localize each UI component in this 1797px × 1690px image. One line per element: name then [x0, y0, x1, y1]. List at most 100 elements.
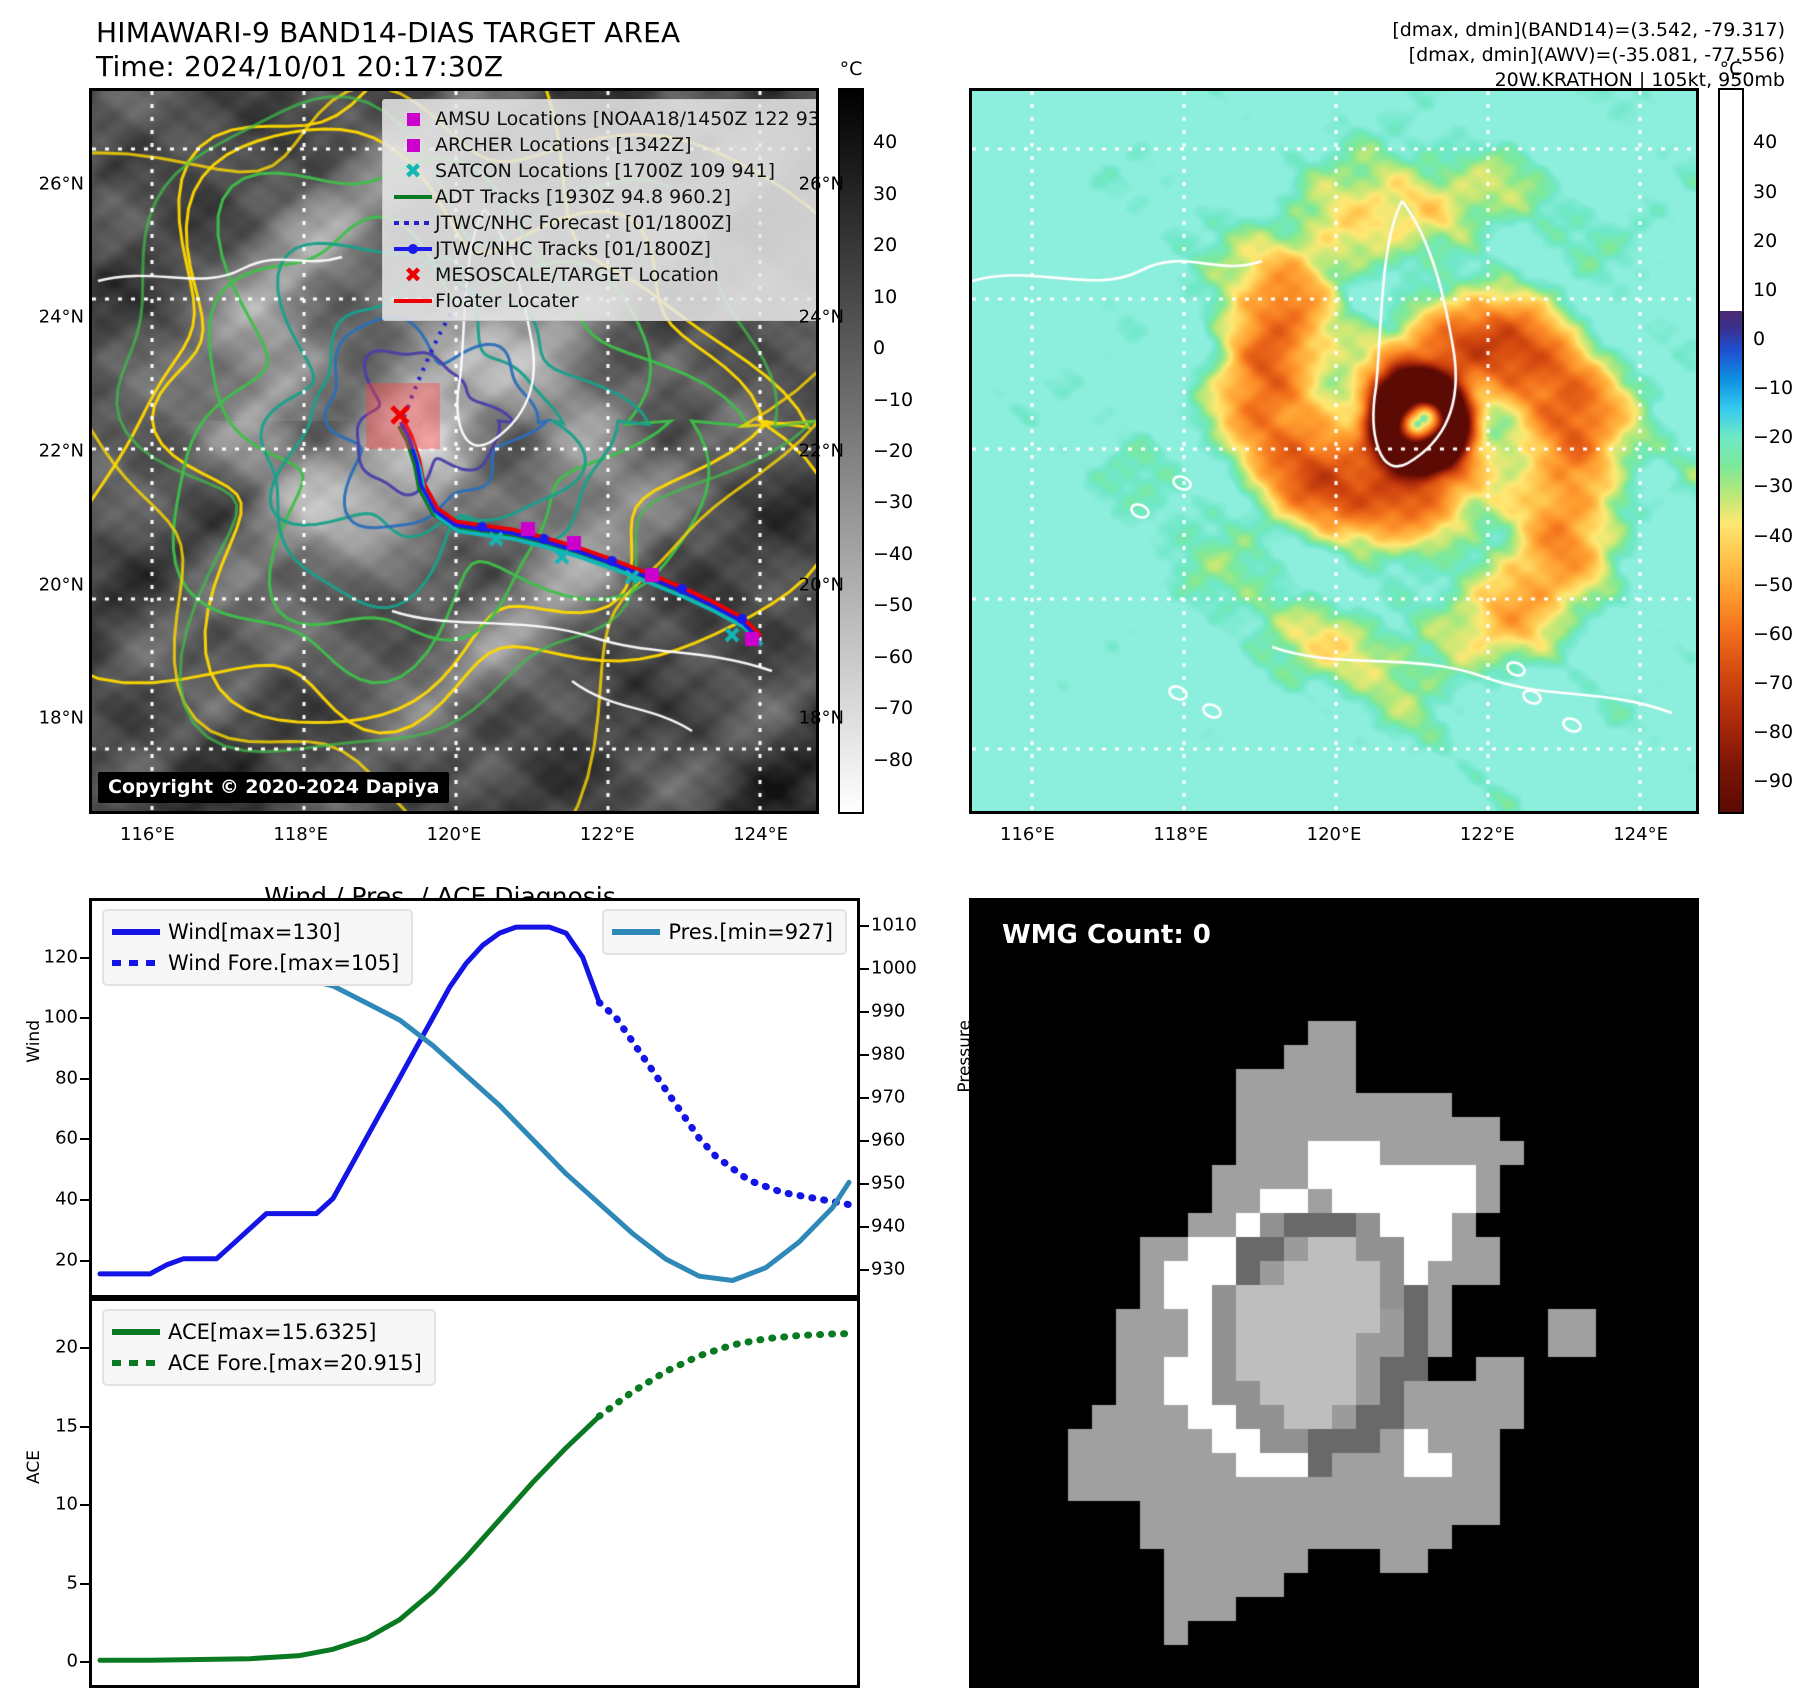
axis-tick-label: 980	[871, 1043, 906, 1065]
ir-satellite-image[interactable]: AMSU Locations [NOAA18/1450Z 122 930] ARC…	[89, 88, 819, 814]
colorbar-tick-label: −40	[1753, 524, 1794, 547]
axis-tick-mark	[80, 1582, 89, 1585]
axis-tick-label: 950	[871, 1172, 906, 1194]
legend-label: MESOSCALE/TARGET Location	[435, 264, 719, 286]
legend-row: Pres.[min=927]	[612, 916, 833, 947]
axis-tick-label: 124°E	[1613, 824, 1668, 845]
ace-chart[interactable]: ACE[max=15.6325] ACE Fore.[max=20.915]	[89, 1298, 860, 1688]
colorbar-tick-label: −20	[1753, 426, 1794, 449]
legend-row: Wind[max=130]	[112, 916, 399, 947]
x-icon: ✖	[404, 262, 422, 287]
line-marker-icon	[394, 244, 432, 254]
wmg-count-badge: WMG Count: 0	[988, 915, 1225, 957]
axis-tick-label: 22°N	[38, 440, 84, 462]
wind-pressure-plot	[97, 924, 853, 1283]
legend-row: ✖ MESOSCALE/TARGET Location	[391, 262, 816, 288]
legend-label: ACE[max=15.6325]	[168, 1319, 377, 1344]
ir-colorbar-gradient	[838, 88, 864, 814]
axis-tick-label: 116°E	[1000, 824, 1055, 845]
legend-symbol	[391, 299, 435, 303]
line-icon	[612, 928, 661, 935]
axis-tick-label: 118°E	[273, 824, 329, 845]
legend-row: ARCHER Locations [1342Z]	[391, 132, 816, 158]
axis-tick-label: 930	[871, 1258, 906, 1280]
colorbar-tick-label: −30	[1753, 475, 1794, 498]
legend-symbol	[112, 959, 168, 966]
legend-symbol	[391, 195, 435, 199]
wind-pressure-chart[interactable]: Wind[max=130] Wind Fore.[max=105] Pres.[m…	[89, 898, 860, 1298]
awv-satellite-image[interactable]	[969, 88, 1699, 814]
axis-tick-label: 120°E	[426, 824, 482, 845]
axis-tick-label: 24°N	[38, 306, 84, 328]
wmg-canvas	[972, 901, 1696, 1685]
colorbar-tick-label: −60	[1753, 622, 1794, 645]
legend-label: ADT Tracks [1930Z 94.8 960.2]	[435, 186, 731, 208]
awv-colorbar: °C 40 30 20 10 0 −10 −20 −30 −40 −50 −60 −70 −80 −90	[1718, 58, 1793, 814]
ir-legend: AMSU Locations [NOAA18/1450Z 122 930] ARC…	[382, 99, 819, 321]
colorbar-tick-label: −50	[1753, 573, 1794, 596]
axis-tick-label: 940	[871, 1215, 906, 1237]
axis-tick-mark	[860, 1011, 869, 1013]
legend-label: Wind Fore.[max=105]	[168, 950, 400, 975]
colorbar-tick-label: 30	[873, 182, 898, 205]
axis-tick-mark	[80, 1259, 89, 1262]
axis-tick-label: 20	[55, 1249, 78, 1271]
dotted-line-icon	[112, 959, 160, 966]
legend-label: Floater Locater	[435, 290, 579, 312]
page-title: HIMAWARI-9 BAND14-DIAS TARGET AREA Time:…	[96, 16, 681, 83]
axis-tick-label: 26°N	[798, 173, 844, 195]
awv-colorbar-gradient	[1718, 88, 1744, 814]
colorbar-tick-label: −90	[1753, 770, 1794, 793]
legend-symbol	[112, 1328, 168, 1335]
axis-tick-label: 22°N	[798, 440, 844, 462]
axis-tick-label: 970	[871, 1086, 906, 1108]
colorbar-tick-label: −80	[1753, 721, 1794, 744]
legend-symbol	[391, 112, 435, 126]
ace-legend: ACE[max=15.6325] ACE Fore.[max=20.915]	[102, 1309, 436, 1386]
legend-symbol	[391, 244, 435, 254]
colorbar-tick-label: −70	[1753, 672, 1794, 695]
legend-label: SATCON Locations [1700Z 109 941]	[435, 160, 776, 182]
line-icon	[112, 1328, 160, 1335]
axis-tick-label: 1000	[871, 957, 917, 979]
colorbar-tick-label: −60	[873, 645, 914, 668]
legend-symbol	[112, 1359, 168, 1366]
axis-tick-label: 20°N	[798, 574, 844, 596]
axis-tick-label: 18°N	[798, 707, 844, 729]
legend-row: ✖ SATCON Locations [1700Z 109 941]	[391, 158, 816, 184]
legend-label: AMSU Locations [NOAA18/1450Z 122 930]	[435, 108, 819, 130]
line-icon	[394, 195, 432, 199]
series-acemax	[97, 1413, 602, 1663]
ir-colorbar: °C 40 30 20 10 0 −10 −20 −30 −40 −50 −60 −70 −80	[838, 58, 913, 814]
legend-label: ARCHER Locations [1342Z]	[435, 134, 692, 156]
axis-tick-mark	[860, 1225, 869, 1228]
line-icon	[112, 928, 160, 935]
ace-plot	[97, 1330, 853, 1663]
awv-x-axis-ticks: 116°E 118°E 120°E 122°E 124°E	[969, 820, 1699, 850]
colorbar-tick-label: 10	[873, 285, 898, 308]
axis-tick-label: 26°N	[38, 173, 84, 195]
axis-tick-mark	[80, 1504, 89, 1507]
axis-tick-mark	[80, 1199, 89, 1202]
colorbar-tick-label: 20	[873, 234, 898, 257]
awv-colorbar-unit: °C	[1719, 58, 1743, 80]
axis-tick-label: 0	[66, 1650, 78, 1672]
axis-tick-label: 124°E	[733, 824, 788, 845]
pressure-legend: Pres.[min=927]	[602, 909, 847, 955]
colorbar-tick-label: −10	[1753, 377, 1794, 400]
ace-axis-label: ACE	[24, 1450, 44, 1484]
header-stats: [dmax, dmin](BAND14)=(3.542, -79.317) [d…	[1392, 19, 1785, 91]
wind-axis-label: Wind	[24, 1020, 44, 1063]
square-icon	[406, 138, 420, 152]
legend-label: JTWC/NHC Tracks [01/1800Z]	[435, 238, 711, 260]
axis-tick-label: 116°E	[120, 824, 175, 845]
colorbar-tick-label: 30	[1753, 180, 1778, 203]
axis-tick-label: 990	[871, 1000, 906, 1022]
colorbar-tick-label: −70	[873, 697, 914, 720]
copyright-notice: Copyright © 2020-2024 Dapiya	[98, 772, 450, 803]
axis-tick-label: 40	[55, 1188, 78, 1210]
legend-row: Floater Locater	[391, 288, 816, 314]
colorbar-tick-label: 0	[1753, 328, 1766, 351]
wmg-image-panel[interactable]: WMG Count: 0	[969, 898, 1699, 1688]
axis-tick-label: 20°N	[38, 574, 84, 596]
